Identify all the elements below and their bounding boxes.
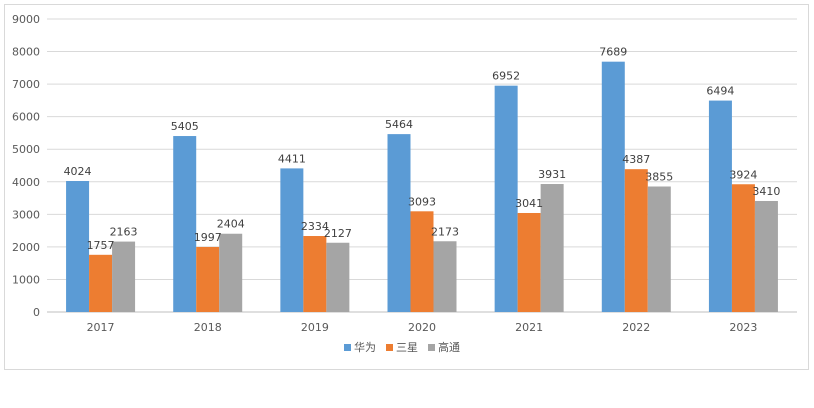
bar-2021-series-1 bbox=[517, 212, 541, 312]
y-tick-label: 4000 bbox=[12, 176, 40, 189]
data-label: 3855 bbox=[645, 170, 673, 183]
bar-2019-series-1 bbox=[303, 236, 327, 312]
data-label: 6952 bbox=[492, 70, 520, 83]
y-axis: 0 1000 2000 3000 4000 5000 6000 7000 8000 9000 bbox=[12, 13, 40, 319]
bar-2020-series-0 bbox=[387, 134, 411, 312]
x-tick-label: 2019 bbox=[301, 321, 329, 334]
data-label: 4024 bbox=[64, 165, 92, 178]
data-label: 3931 bbox=[538, 168, 566, 181]
x-tick-label: 2018 bbox=[194, 321, 222, 334]
legend-swatch bbox=[344, 344, 351, 351]
data-label: 2173 bbox=[431, 225, 459, 238]
gridlines bbox=[47, 18, 797, 313]
data-label: 5464 bbox=[385, 118, 413, 131]
x-tick-label: 2020 bbox=[408, 321, 436, 334]
bar-2018-series-2 bbox=[219, 233, 243, 312]
data-label: 4387 bbox=[622, 153, 650, 166]
legend-label: 华为 bbox=[354, 340, 376, 354]
bar-2021-series-2 bbox=[540, 184, 564, 312]
y-tick-label: 5000 bbox=[12, 143, 40, 156]
y-tick-label: 2000 bbox=[12, 241, 40, 254]
legend-swatch bbox=[428, 344, 435, 351]
y-tick-label: 3000 bbox=[12, 208, 40, 221]
x-tick-label: 2017 bbox=[87, 321, 115, 334]
legend-swatch bbox=[386, 344, 393, 351]
bar-2017-series-0 bbox=[66, 180, 90, 312]
y-tick-label: 0 bbox=[33, 306, 40, 319]
bar-2022-series-2 bbox=[647, 186, 671, 312]
bar-2017-series-2 bbox=[112, 241, 136, 312]
data-label: 2404 bbox=[217, 218, 245, 231]
y-tick-label: 9000 bbox=[12, 13, 40, 26]
y-tick-label: 1000 bbox=[12, 273, 40, 286]
x-tick-label: 2022 bbox=[622, 321, 650, 334]
bar-2022-series-0 bbox=[601, 61, 625, 313]
data-label: 2127 bbox=[324, 227, 352, 240]
bar-2018-series-0 bbox=[173, 136, 197, 312]
data-label: 6494 bbox=[706, 85, 734, 98]
bar-2022-series-1 bbox=[624, 169, 648, 312]
bar-2019-series-2 bbox=[326, 242, 350, 312]
legend: 华为 三星 高通 bbox=[344, 340, 460, 354]
data-label: 5405 bbox=[171, 120, 199, 133]
bar-2017-series-1 bbox=[89, 254, 113, 312]
data-label: 3410 bbox=[752, 185, 780, 198]
y-tick-label: 7000 bbox=[12, 78, 40, 91]
y-tick-label: 6000 bbox=[12, 111, 40, 124]
bar-2020-series-1 bbox=[410, 211, 434, 312]
data-label: 4411 bbox=[278, 152, 306, 165]
bar-2019-series-0 bbox=[280, 168, 304, 312]
bar-2021-series-0 bbox=[494, 85, 518, 313]
legend-label: 高通 bbox=[438, 340, 460, 354]
y-tick-label: 8000 bbox=[12, 46, 40, 59]
x-tick-label: 2023 bbox=[729, 321, 757, 334]
data-label: 2334 bbox=[301, 220, 329, 233]
data-label: 1997 bbox=[194, 231, 222, 244]
x-tick-label: 2021 bbox=[515, 321, 543, 334]
bars bbox=[66, 61, 778, 313]
data-label: 1757 bbox=[87, 239, 115, 252]
bar-2018-series-1 bbox=[196, 246, 220, 312]
data-label: 3041 bbox=[515, 197, 543, 210]
data-label: 3093 bbox=[408, 195, 436, 208]
bar-2023-series-1 bbox=[731, 184, 755, 312]
x-axis: 2017 2018 2019 2020 2021 2022 2023 bbox=[87, 321, 758, 334]
bar-2020-series-2 bbox=[433, 241, 457, 312]
legend-label: 三星 bbox=[396, 341, 418, 354]
bar-2023-series-0 bbox=[708, 100, 732, 312]
data-label: 3924 bbox=[729, 168, 757, 181]
data-label: 7689 bbox=[599, 46, 627, 59]
data-label: 2163 bbox=[110, 226, 138, 239]
bar-2023-series-2 bbox=[754, 200, 778, 312]
